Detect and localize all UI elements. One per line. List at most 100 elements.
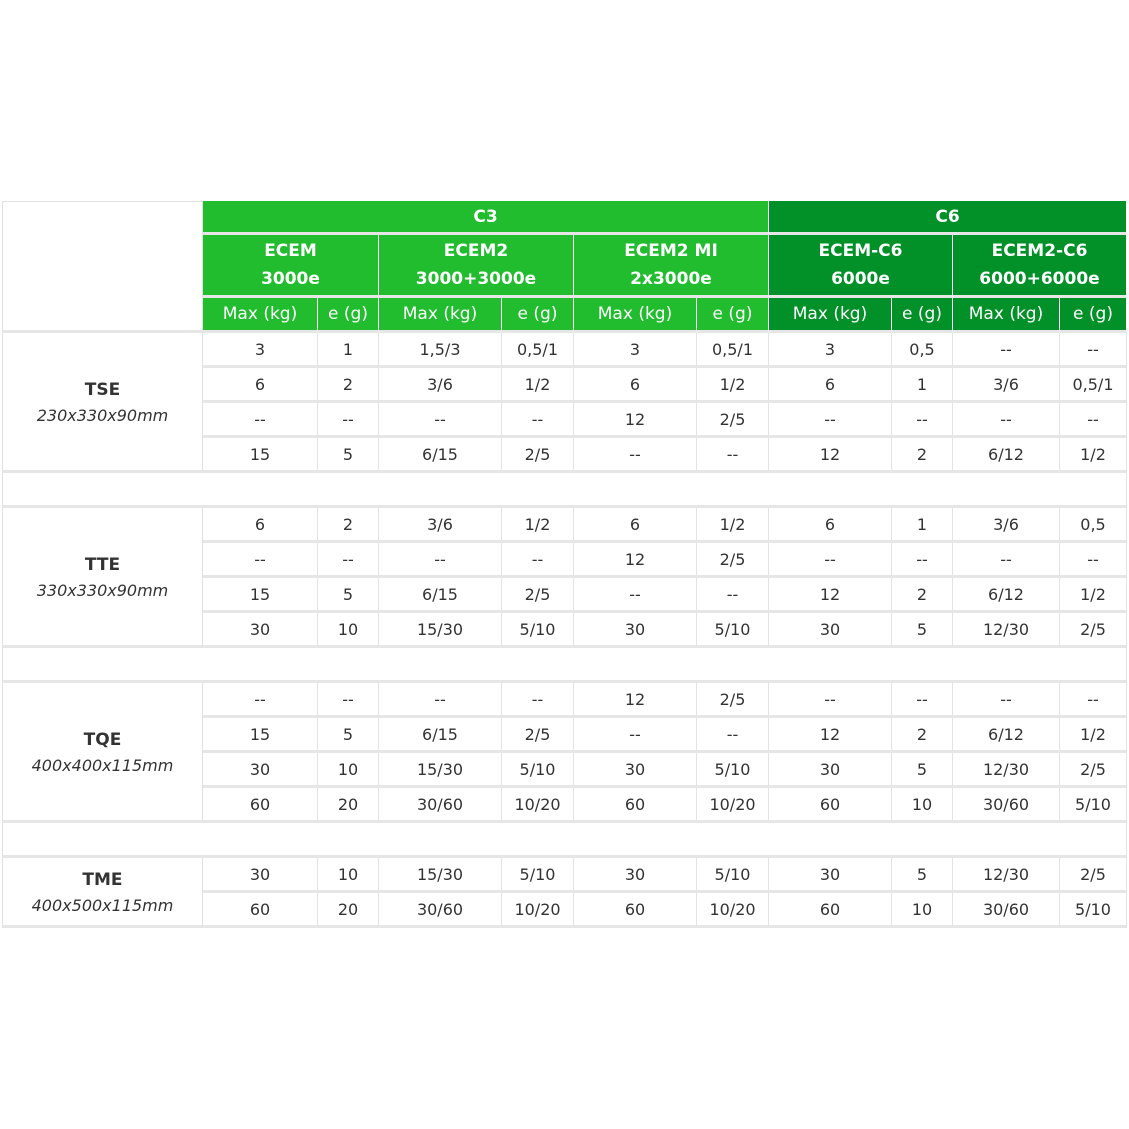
section-spacer: [2, 648, 1127, 683]
model-name: ECEM2: [443, 241, 509, 261]
table-cell: 60: [769, 788, 892, 823]
section-spacer: [2, 473, 1127, 508]
column-header-max: Max (kg): [574, 298, 697, 333]
table-cell: 3/6: [953, 508, 1060, 543]
table-cell: 5: [892, 858, 953, 893]
product-name: TQE: [83, 729, 122, 750]
table-cell: 12/30: [953, 753, 1060, 788]
table-cell: 2: [318, 508, 379, 543]
table-cell: 12: [769, 438, 892, 473]
column-header-max: Max (kg): [203, 298, 318, 333]
model-header-ecem-c6: ECEM-C6 6000e: [769, 235, 953, 298]
table-cell: 6: [203, 508, 318, 543]
table-cell: 12/30: [953, 858, 1060, 893]
table-cell: 5/10: [1060, 788, 1127, 823]
table-cell: 30: [574, 753, 697, 788]
table-cell: 10/20: [502, 893, 574, 928]
table-body: TSE 230x330x90mm 3 1 1,5/3 0,5/1 3 0,5/1 3 0,5 -- -…: [2, 333, 1127, 928]
table-cell: 2: [892, 438, 953, 473]
table-cell: 1: [892, 368, 953, 403]
table-cell: 10: [892, 893, 953, 928]
table-cell: 1: [892, 508, 953, 543]
model-resolution: 3000e: [261, 269, 320, 289]
table-cell: 1/2: [1060, 718, 1127, 753]
table-cell: 15: [203, 718, 318, 753]
table-cell: 5: [318, 578, 379, 613]
table-row: 15 5 6/15 2/5 -- -- 12 2 6/12 1/2: [2, 718, 1127, 753]
table-cell: 20: [318, 788, 379, 823]
table-row: TSE 230x330x90mm 3 1 1,5/3 0,5/1 3 0,5/1 3 0,5 -- -…: [2, 333, 1127, 473]
table-cell: 2/5: [697, 683, 769, 718]
table-cell: --: [502, 403, 574, 438]
table-cell: 6/15: [379, 718, 502, 753]
table-cell: --: [953, 543, 1060, 578]
table-cell: --: [203, 403, 318, 438]
model-name: ECEM-C6: [818, 241, 903, 261]
table-cell: --: [769, 403, 892, 438]
table-cell: 15: [203, 578, 318, 613]
table-cell: 3/6: [379, 508, 502, 543]
table-cell: 15: [203, 438, 318, 473]
table-cell: 5: [892, 753, 953, 788]
table-cell: 1,5/3: [379, 333, 502, 368]
table-cell: --: [1060, 683, 1127, 718]
section-spacer: [2, 823, 1127, 858]
table-cell: 30/60: [379, 893, 502, 928]
table-cell: 5/10: [502, 753, 574, 788]
table-cell: 2: [892, 718, 953, 753]
product-dimensions: 400x400x115mm: [31, 755, 174, 775]
table-cell: --: [574, 438, 697, 473]
table-cell: 3: [574, 333, 697, 368]
model-name: ECEM: [264, 241, 317, 261]
table-cell: 30/60: [953, 788, 1060, 823]
table-cell: 30: [769, 613, 892, 648]
column-header-max: Max (kg): [379, 298, 502, 333]
table-cell: --: [892, 683, 953, 718]
table-cell: 0,5/1: [502, 333, 574, 368]
table-cell: 3/6: [953, 368, 1060, 403]
table-cell: 5/10: [697, 613, 769, 648]
table-cell: 2/5: [1060, 613, 1127, 648]
table-cell: 6/12: [953, 718, 1060, 753]
table-cell: 20: [318, 893, 379, 928]
table-cell: 6: [574, 368, 697, 403]
model-name: ECEM2-C6: [991, 241, 1088, 261]
product-name: TME: [82, 869, 123, 890]
table-cell: 2/5: [502, 578, 574, 613]
table-cell: 60: [574, 893, 697, 928]
table-cell: 0,5/1: [1060, 368, 1127, 403]
table-cell: 10: [318, 613, 379, 648]
table-cell: 60: [574, 788, 697, 823]
table-cell: 5: [318, 438, 379, 473]
table-cell: --: [379, 543, 502, 578]
table-cell: --: [502, 683, 574, 718]
table-row: -- -- -- -- 12 2/5 -- -- -- --: [2, 403, 1127, 438]
table-cell: 30: [769, 753, 892, 788]
column-header-e: e (g): [502, 298, 574, 333]
table-cell: 30/60: [379, 788, 502, 823]
table-cell: 60: [769, 893, 892, 928]
table-cell: 3: [203, 333, 318, 368]
model-header-ecem: ECEM 3000e: [203, 235, 379, 298]
table-cell: 5: [892, 613, 953, 648]
model-header-ecem2-mi: ECEM2 MI 2x3000e: [574, 235, 769, 298]
table-cell: 0,5: [1060, 508, 1127, 543]
table-cell: 30/60: [953, 893, 1060, 928]
table-row: 15 5 6/15 2/5 -- -- 12 2 6/12 1/2: [2, 578, 1127, 613]
table-cell: 30: [574, 613, 697, 648]
table-row: TME 400x500x115mm 30 10 15/30 5/10 30 5/10 30 5 12…: [2, 858, 1127, 928]
table-cell: --: [1060, 543, 1127, 578]
table-cell: --: [574, 718, 697, 753]
table-cell: 6/15: [379, 578, 502, 613]
table-cell: 60: [203, 893, 318, 928]
product-label-tqe: TQE 400x400x115mm: [2, 683, 203, 823]
table-cell: --: [697, 578, 769, 613]
group-header-row: C3 C6: [2, 201, 1127, 333]
table-cell: --: [953, 683, 1060, 718]
group-header-c3: C3: [203, 201, 769, 235]
product-name: TTE: [84, 554, 121, 575]
table-cell: 2/5: [697, 403, 769, 438]
table-cell: 2: [318, 368, 379, 403]
section-spacer-row: [2, 648, 1127, 683]
table-row: TTE 330x330x90mm 6 2 3/6 1/2 6 1/2 6 1 3/6 0,5: [2, 508, 1127, 648]
